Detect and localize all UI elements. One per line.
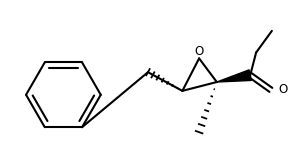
Polygon shape bbox=[217, 70, 251, 82]
Text: O: O bbox=[279, 83, 288, 96]
Text: O: O bbox=[195, 45, 204, 58]
